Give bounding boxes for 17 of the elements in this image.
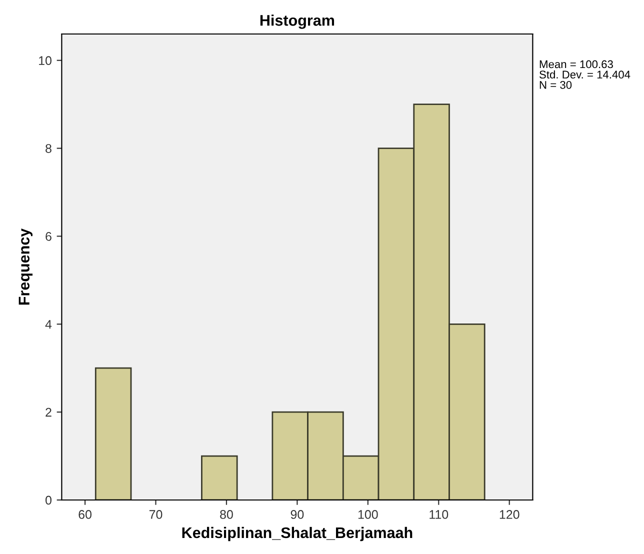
- x-tick-label: 100: [358, 510, 378, 519]
- chart-title: Histogram: [260, 14, 334, 29]
- y-tick-label: 2: [46, 408, 52, 417]
- x-tick-label: 120: [500, 510, 520, 519]
- y-axis-title: Frequency: [18, 228, 33, 305]
- text: Mean = 100.63 Std. Dev. = 14.404 N = 30: [540, 60, 630, 89]
- x-tick-label: 90: [290, 510, 304, 519]
- x-tick-label: 80: [220, 510, 233, 519]
- y-tick-label: 0: [46, 496, 52, 505]
- x-tick-label: 110: [430, 510, 448, 519]
- y-tick-label: 8: [46, 144, 52, 153]
- y-tick-label: 4: [45, 320, 52, 329]
- y-tick-label: 10: [39, 56, 52, 66]
- x-axis-title: Kedisiplinan_Shalat_Berjamaah: [182, 526, 412, 542]
- x-tick-label: 60: [78, 510, 92, 519]
- y-tick-label: 6: [46, 232, 52, 241]
- x-tick-label: 70: [149, 510, 162, 519]
